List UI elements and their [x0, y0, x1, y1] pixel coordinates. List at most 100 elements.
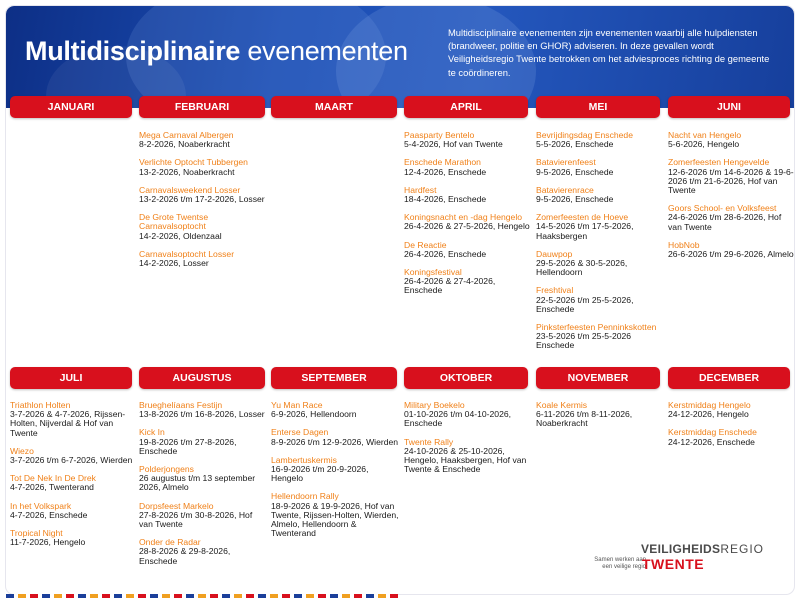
event-detail: 24-10-2026 & 25-10-2026, Hengelo, Haaksb…: [404, 445, 527, 475]
event-name: Enschede Marathon: [404, 157, 481, 168]
event-name: Tot De Nek In De Drek: [10, 473, 96, 484]
event-item: Pinksterfeesten Penninkskotten 23-5-2026 …: [536, 322, 664, 351]
month-header-mei: MEI: [536, 96, 660, 118]
event-name: Bevrijdingsdag Enschede: [536, 130, 633, 140]
logo-brand-a: VEILIGHEIDS: [641, 542, 721, 556]
event-item: Wiezo 3-7-2026 t/m 6-7-2026, Wierden: [10, 445, 138, 465]
event-name: Carnavalsweekend Losser: [139, 184, 241, 195]
event-detail: 8-9-2026 t/m 12-9-2026, Wierden: [271, 436, 399, 447]
banner-photo-shape: [126, 6, 386, 108]
event-name: Kick In: [139, 427, 165, 438]
event-item: De Reactie 26-4-2026, Enschede: [404, 239, 532, 259]
event-item: Polderjongens 26 augustus t/m 13 septembe…: [139, 464, 267, 493]
event-name: Triathlon Holten: [10, 400, 71, 410]
event-list-december: Kerstmiddag Hengelo 24-12-2026, Hengelo Ke…: [668, 400, 794, 456]
month-header-februari: FEBRUARI: [139, 96, 265, 118]
event-detail: 18-9-2026 & 19-9-2026, Hof van Twente, R…: [271, 500, 399, 539]
event-detail: 26-4-2026 & 27-4-2026, Enschede: [404, 276, 496, 296]
event-name: Freshtival: [536, 285, 574, 296]
event-item: Yu Man Race 6-9-2026, Hellendoorn: [271, 400, 399, 420]
event-detail: 12-4-2026, Enschede: [404, 166, 487, 177]
month-header-november: NOVEMBER: [536, 367, 660, 389]
event-detail: 27-8-2026 t/m 30-8-2026, Hof van Twente: [139, 509, 253, 530]
event-detail: 24-12-2026, Enschede: [668, 436, 755, 447]
event-item: Koale Kermis 6-11-2026 t/m 8-11-2026, Noa…: [536, 400, 664, 429]
event-detail: 13-8-2026 t/m 16-8-2026, Losser: [139, 409, 265, 420]
event-detail: 26-4-2026 & 27-5-2026, Hengelo: [404, 221, 530, 232]
event-detail: 14-2-2026, Losser: [139, 258, 209, 269]
event-detail: 4-7-2026, Enschede: [10, 509, 88, 520]
event-name: Zomerfeesten de Hoeve: [536, 212, 629, 223]
event-detail: 24-6-2026 t/m 28-6-2026, Hof van Twente: [668, 212, 782, 232]
event-list-juni: Nacht van Hengelo 5-6-2026, Hengelo Zomerf…: [668, 130, 794, 268]
event-name: Kerstmiddag Hengelo: [668, 400, 751, 410]
event-item: Lambertuskermis 16-9-2026 t/m 20-9-2026, …: [271, 455, 399, 484]
event-name: Dorpsfeest Markelo: [139, 500, 214, 511]
event-list-juli: Triathlon Holten 3-7-2026 & 4-7-2026, Rij…: [10, 400, 138, 556]
month-header-juli: JULI: [10, 367, 132, 389]
month-header-september: SEPTEMBER: [271, 367, 397, 389]
veiligheidsregio-logo: Samen werken aan een veilige regio VEILI…: [586, 542, 781, 578]
event-detail: 24-12-2026, Hengelo: [668, 409, 749, 420]
event-list-april: Paasparty Bentelo 5-4-2026, Hof van Twent…: [404, 130, 532, 305]
event-name: Twente Rally: [404, 436, 454, 447]
event-item: Mega Carnaval Albergen 8-2-2026, Noaberkr…: [139, 130, 267, 150]
month-header-juni: JUNI: [668, 96, 790, 118]
logo-brand-b: REGIO: [720, 542, 764, 556]
event-detail: 26-4-2026, Enschede: [404, 248, 487, 259]
event-item: Nacht van Hengelo 5-6-2026, Hengelo: [668, 130, 794, 150]
event-item: Triathlon Holten 3-7-2026 & 4-7-2026, Rij…: [10, 400, 138, 438]
event-item: Koningsnacht en -dag Hengelo 26-4-2026 & …: [404, 212, 532, 232]
event-detail: 14-5-2026 t/m 17-5-2026, Haaksbergen: [536, 221, 634, 241]
event-item: Hellendoorn Rally 18-9-2026 & 19-9-2026, …: [271, 492, 399, 538]
event-detail: 8-2-2026, Noaberkracht: [139, 139, 230, 150]
month-header-december: DECEMBER: [668, 367, 790, 389]
event-item: Dorpsfeest Markelo 27-8-2026 t/m 30-8-202…: [139, 500, 267, 530]
event-item: HobNob 26-6-2026 t/m 29-6-2026, Almelo: [668, 239, 794, 259]
event-name: Carnavalsoptocht Losser: [139, 248, 235, 259]
event-name: Military Boekelo: [404, 400, 465, 410]
event-detail: 5-6-2026, Hengelo: [668, 139, 740, 150]
page-title: Multidisciplinaire evenementen: [25, 36, 408, 67]
event-detail: 01-10-2026 t/m 04-10-2026, Enschede: [404, 409, 512, 429]
event-item: Paasparty Bentelo 5-4-2026, Hof van Twent…: [404, 130, 532, 150]
event-detail: 5-4-2026, Hof van Twente: [404, 139, 503, 150]
event-name: In het Volkspark: [10, 500, 72, 511]
event-item: Onder de Radar 28-8-2026 & 29-8-2026, Ens…: [139, 538, 267, 566]
event-name: De Reactie: [404, 239, 447, 250]
event-name: Yu Man Race: [271, 400, 323, 410]
event-detail: 5-5-2026, Enschede: [536, 139, 614, 150]
event-name: Batavierenfeest: [536, 157, 596, 168]
event-detail: 9-5-2026, Enschede: [536, 166, 614, 177]
event-detail: 26 augustus t/m 13 september 2026, Almel…: [139, 473, 256, 493]
event-detail: 13-2-2026 t/m 17-2-2026, Losser: [139, 194, 265, 205]
event-detail: 3-7-2026 & 4-7-2026, Rijssen-Holten, Nij…: [10, 409, 126, 438]
event-detail: 11-7-2026, Hengelo: [10, 537, 86, 548]
event-name: Polderjongens: [139, 464, 194, 475]
event-name: Enterse Dagen: [271, 427, 329, 438]
event-detail: 6-9-2026, Hellendoorn: [271, 409, 357, 420]
event-name: De Grote Twentse Carnavalsoptocht: [139, 212, 209, 232]
event-name: Hardfest: [404, 184, 437, 195]
event-name: Mega Carnaval Albergen: [139, 130, 234, 140]
month-header-augustus: AUGUSTUS: [139, 367, 265, 389]
event-item: Carnavalsweekend Losser 13-2-2026 t/m 17-…: [139, 184, 267, 205]
event-item: Kerstmiddag Hengelo 24-12-2026, Hengelo: [668, 400, 794, 420]
intro-text: Multidisciplinaire evenementen zijn even…: [448, 27, 770, 78]
event-name: HobNob: [668, 239, 700, 250]
title-bold: Multidisciplinaire: [25, 36, 241, 66]
event-detail: 12-6-2026 t/m 14-6-2026 & 19-6-2026 t/m …: [668, 166, 794, 196]
event-detail: 6-11-2026 t/m 8-11-2026, Noaberkracht: [536, 409, 633, 429]
event-item: Zomerfeesten de Hoeve 14-5-2026 t/m 17-5-…: [536, 213, 664, 241]
logo-tagline: Samen werken aan een veilige regio: [594, 557, 646, 570]
event-item: Tropical Night 11-7-2026, Hengelo: [10, 528, 138, 548]
event-item: Brueghelíaans Festijn 13-8-2026 t/m 16-8-…: [139, 400, 267, 420]
event-name: Wiezo: [10, 445, 34, 456]
event-name: Koningsnacht en -dag Hengelo: [404, 212, 523, 223]
month-header-oktober: OKTOBER: [404, 367, 528, 389]
event-item: Koningsfestival 26-4-2026 & 27-4-2026, En…: [404, 267, 532, 296]
event-name: Verlichte Optocht Tubbergen: [139, 157, 248, 168]
event-list-september: Yu Man Race 6-9-2026, Hellendoorn Enterse …: [271, 400, 399, 547]
event-item: Bevrijdingsdag Enschede 5-5-2026, Ensched…: [536, 130, 664, 150]
event-detail: 14-2-2026, Oldenzaal: [139, 230, 222, 241]
